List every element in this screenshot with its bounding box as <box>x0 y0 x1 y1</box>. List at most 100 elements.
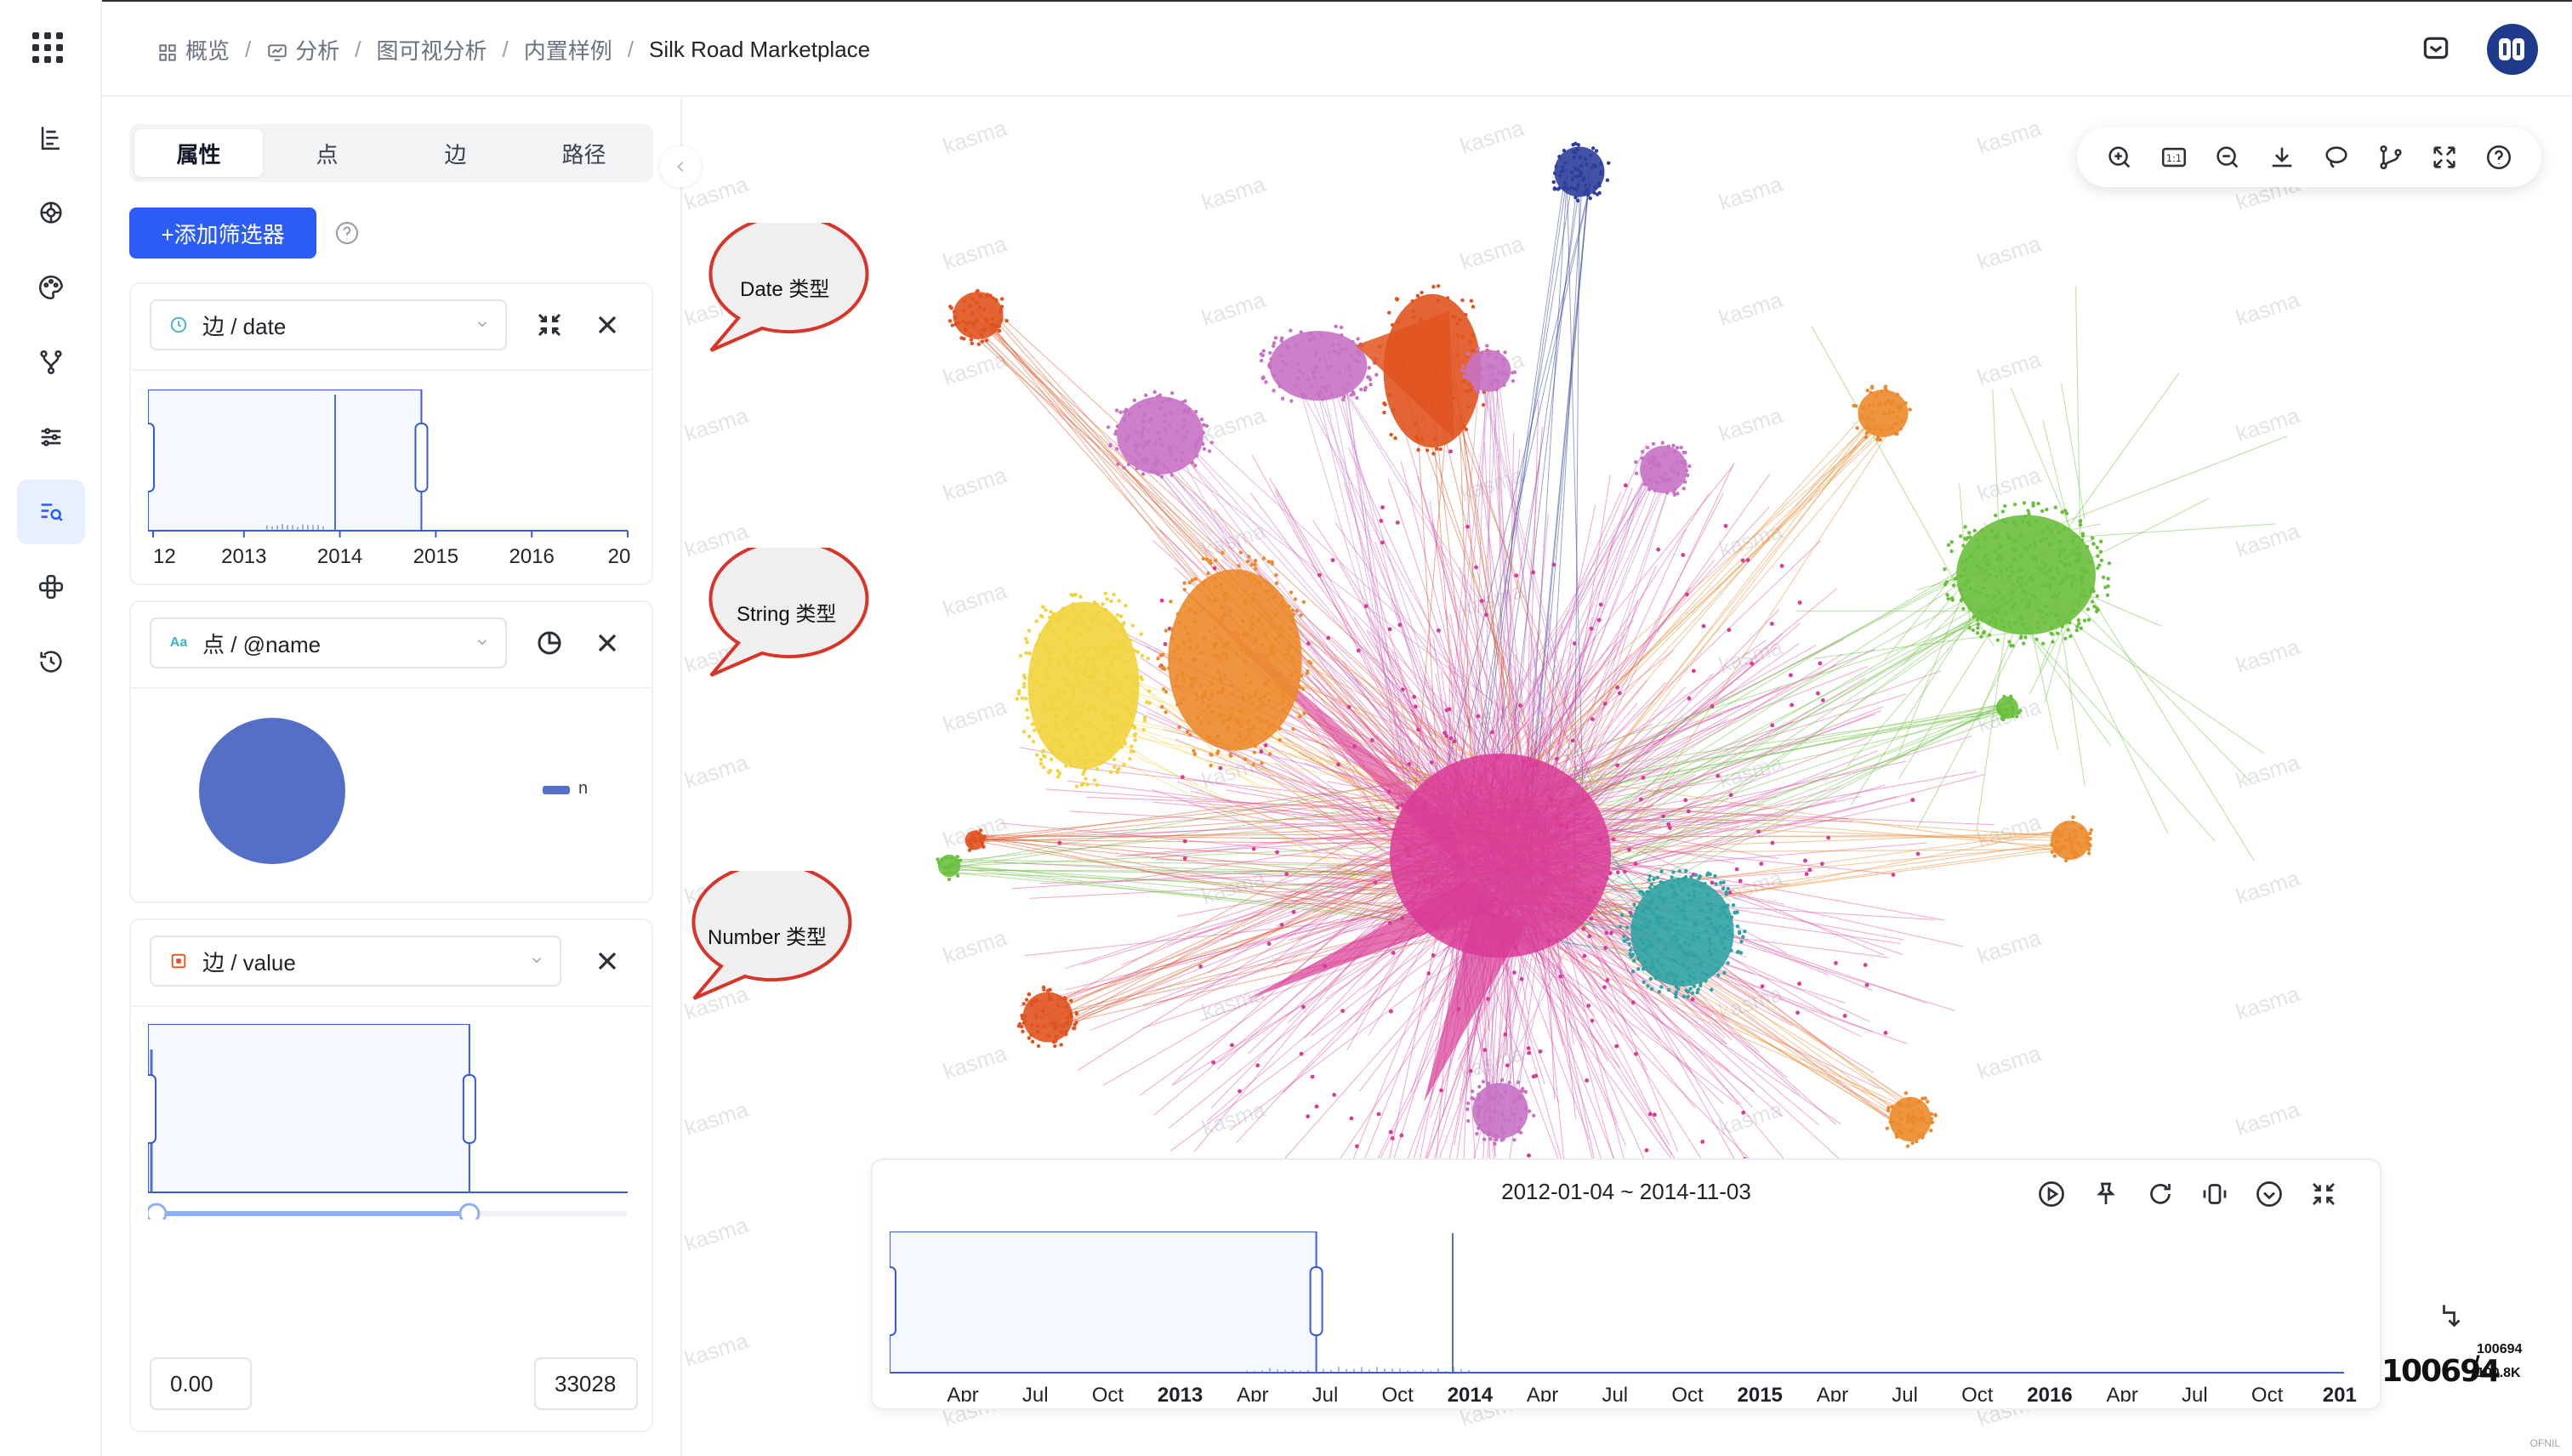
help-icon[interactable] <box>333 219 361 247</box>
close-icon[interactable] <box>592 946 623 976</box>
selection-window[interactable] <box>148 390 423 532</box>
date-histogram[interactable]: 12 2013 2014 2015 2016 20 <box>148 390 641 572</box>
hub-cluster[interactable] <box>1057 449 1920 1262</box>
cluster-red-bottom[interactable] <box>1016 985 1079 1049</box>
network-graph[interactable] <box>684 99 2572 1456</box>
feedback-button[interactable] <box>2412 26 2460 73</box>
timebar-range-handle[interactable] <box>890 1266 896 1336</box>
cluster-violet-top[interactable] <box>1259 324 1379 403</box>
cluster-orange-small[interactable] <box>2050 815 2093 863</box>
card-divider <box>131 687 652 689</box>
rail-item-settings[interactable] <box>17 405 85 469</box>
graph-node <box>1885 389 1889 393</box>
graph-node <box>1605 978 1610 982</box>
path-button[interactable] <box>2374 140 2408 174</box>
graph-node <box>1243 737 1247 742</box>
tab-edges[interactable]: 边 <box>444 141 467 168</box>
cluster-navy[interactable] <box>1551 141 1611 203</box>
timebar-range-handle[interactable] <box>1309 1266 1323 1336</box>
pie-slice[interactable] <box>199 718 345 864</box>
cluster-violet-right[interactable] <box>1634 441 1692 498</box>
timebar-chart[interactable]: Apr Jul Oct 2013 Apr Jul Oct 2014 Apr Jul Oct 2015 A… <box>890 1231 2361 1402</box>
rail-item-branch[interactable] <box>17 330 85 395</box>
cluster-orange-right[interactable] <box>1852 384 1912 442</box>
graph-node <box>1169 411 1173 415</box>
tab-nodes[interactable]: 点 <box>316 141 339 168</box>
range-handle[interactable] <box>414 423 429 492</box>
compress-icon[interactable] <box>2199 1179 2230 1209</box>
cluster-violet-left[interactable] <box>1106 390 1214 479</box>
close-icon[interactable] <box>592 628 623 658</box>
graph-node <box>1210 709 1215 714</box>
cluster-red-left[interactable] <box>964 828 987 852</box>
range-handle[interactable] <box>148 1074 156 1144</box>
cluster-green-small[interactable] <box>1995 694 2023 722</box>
filter-field-select[interactable]: Aa 点 / @name <box>150 617 507 668</box>
collapse-icon[interactable] <box>2254 1179 2285 1209</box>
graph-node <box>1510 1107 1514 1112</box>
lasso-button[interactable] <box>2319 140 2353 174</box>
cluster-violet-bottom[interactable] <box>1465 1078 1536 1146</box>
refresh-icon[interactable] <box>2145 1179 2176 1209</box>
graph-canvas[interactable]: kasma kasma kasma kasma kasma kasma kasma kasma… <box>684 99 2572 1456</box>
edge-route-icon[interactable] <box>2438 1301 2468 1332</box>
cluster-yellow[interactable] <box>1015 591 1152 788</box>
help-button[interactable] <box>2482 140 2516 174</box>
breadcrumb-item-graph-analysis[interactable]: 图可视分析 <box>376 38 487 64</box>
apps-grid-icon[interactable] <box>32 32 66 66</box>
cluster-orange-bottom[interactable] <box>1885 1091 1938 1148</box>
play-icon[interactable] <box>2036 1179 2067 1209</box>
filter-field-select[interactable]: 边 / value <box>150 936 561 987</box>
graph-node <box>1341 397 1346 402</box>
cluster-orange-big[interactable] <box>1156 550 1313 768</box>
filter-field-select[interactable]: 边 / date <box>150 299 507 350</box>
selection-window[interactable] <box>148 1024 470 1193</box>
timebar-selection-window[interactable] <box>890 1231 1317 1374</box>
cluster-violet-small[interactable] <box>1460 344 1517 395</box>
rail-item-style[interactable] <box>17 255 85 320</box>
max-value-input[interactable]: 33028 <box>534 1357 638 1410</box>
rail-item-history[interactable] <box>17 629 85 694</box>
graph-node <box>1961 567 1966 572</box>
graph-node <box>1156 430 1161 435</box>
fullscreen-button[interactable] <box>2427 140 2461 174</box>
cluster-red-top[interactable] <box>947 288 1009 346</box>
graph-node <box>975 301 979 305</box>
shrink-icon[interactable] <box>534 310 565 340</box>
actual-size-button[interactable]: 1:1 <box>2157 140 2191 174</box>
add-filter-button[interactable]: +添加筛选器 <box>129 208 316 259</box>
slider-thumb[interactable] <box>458 1203 481 1220</box>
slider-thumb[interactable] <box>148 1203 168 1220</box>
cluster-green[interactable] <box>1943 501 2112 648</box>
range-handle[interactable] <box>462 1074 476 1144</box>
rail-item-filter[interactable] <box>17 480 85 544</box>
rail-item-data[interactable] <box>17 105 85 170</box>
cluster-green-left[interactable] <box>936 854 963 882</box>
tab-paths[interactable]: 路径 <box>561 141 606 168</box>
breadcrumb-item-analysis[interactable]: 分析 <box>266 34 339 65</box>
cluster-teal[interactable] <box>1618 868 1747 999</box>
graph-node <box>1282 688 1286 692</box>
pin-icon[interactable] <box>2091 1179 2121 1209</box>
avatar[interactable] <box>2487 24 2538 75</box>
graph-node <box>1065 683 1070 688</box>
min-value-input[interactable]: 0.00 <box>150 1357 252 1410</box>
download-button[interactable] <box>2265 140 2299 174</box>
graph-node <box>999 304 1004 309</box>
breadcrumb-item-overview[interactable]: 概览 <box>156 34 230 65</box>
rail-item-layout[interactable] <box>17 180 85 245</box>
graph-node <box>1475 1131 1479 1136</box>
close-icon[interactable] <box>592 310 623 340</box>
graph-node <box>1277 384 1282 389</box>
minimize-icon[interactable] <box>2308 1179 2339 1209</box>
pie-chart-icon[interactable] <box>534 628 565 658</box>
range-handle[interactable] <box>148 423 155 492</box>
zoom-out-button[interactable] <box>2211 140 2245 174</box>
value-histogram[interactable] <box>148 1024 641 1220</box>
zoom-in-button[interactable] <box>2103 140 2137 174</box>
collapse-panel-button[interactable] <box>660 146 701 187</box>
graph-node <box>1583 156 1588 162</box>
breadcrumb-item-samples[interactable]: 内置样例 <box>523 38 612 64</box>
tab-properties[interactable]: 属性 <box>134 129 263 177</box>
rail-item-algorithm[interactable] <box>17 555 85 619</box>
